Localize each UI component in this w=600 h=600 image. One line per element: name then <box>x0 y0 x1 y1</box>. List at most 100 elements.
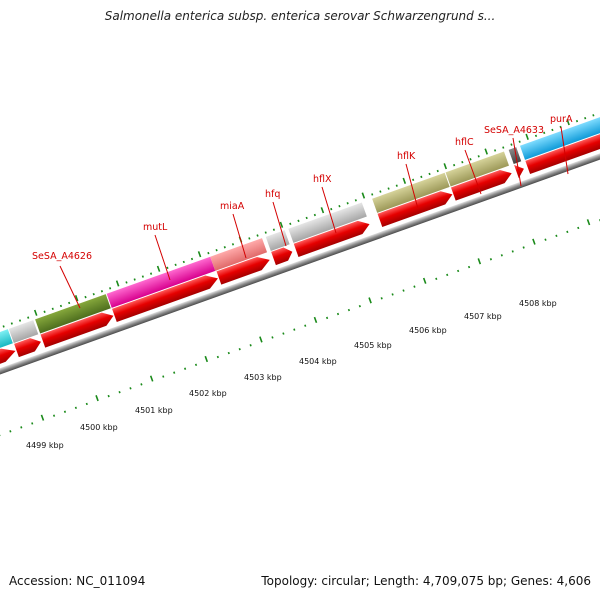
feature-blue <box>519 115 600 160</box>
minor-tick <box>43 310 46 313</box>
genome-backbone <box>0 140 600 390</box>
minor-tick <box>140 383 143 386</box>
minor-tick <box>125 281 128 284</box>
minor-tick <box>371 193 374 196</box>
minor-tick <box>107 394 110 398</box>
minor-tick <box>293 328 296 331</box>
minor-tick <box>129 387 132 390</box>
cds-arrow <box>525 130 600 175</box>
minor-tick <box>133 278 136 281</box>
cds-arrow-track <box>0 130 600 373</box>
major-tick <box>259 336 263 343</box>
minor-tick <box>551 128 554 132</box>
minor-tick <box>84 295 87 299</box>
minor-tick <box>52 414 56 417</box>
minor-tick <box>227 351 230 355</box>
gene-label-hfq: hfq <box>265 189 280 200</box>
major-tick <box>149 375 154 382</box>
feature-grey <box>8 320 39 343</box>
minor-tick <box>330 207 333 211</box>
gene-label-sesa4633: SeSA_A4633 <box>484 125 544 136</box>
gene-label-hflx: hflX <box>313 174 332 185</box>
label-leader-lines <box>59 126 569 309</box>
minor-tick <box>446 273 449 277</box>
minor-tick <box>184 367 187 370</box>
gene-label-pura: purA <box>550 114 573 125</box>
minor-tick <box>9 430 12 433</box>
major-tick <box>279 221 284 228</box>
minor-tick <box>577 226 580 230</box>
cds-arrow <box>514 164 524 179</box>
major-tick <box>477 258 482 265</box>
minor-tick <box>500 254 503 257</box>
feature-cyan <box>0 329 13 359</box>
minor-tick <box>173 371 176 374</box>
major-tick <box>95 395 99 402</box>
major-tick <box>422 277 427 284</box>
minor-tick <box>544 238 547 241</box>
minor-tick <box>435 277 438 281</box>
major-tick <box>402 177 407 184</box>
minor-tick <box>436 169 439 173</box>
kbp-label: 4505 kbp <box>354 341 392 350</box>
minor-tick <box>469 158 472 161</box>
minor-tick <box>457 269 460 273</box>
kbp-label: 4500 kbp <box>80 423 118 432</box>
gene-label-hflk: hflK <box>397 151 416 162</box>
cds-arrow <box>271 247 293 266</box>
minor-tick <box>231 243 235 246</box>
gene-labels: SeSA_A4626 mutL miaA hfq hflX hflK hflC … <box>32 114 573 262</box>
minor-tick <box>149 272 153 275</box>
minor-tick <box>18 319 22 322</box>
minor-tick <box>305 216 308 220</box>
kbp-label: 4507 kbp <box>464 312 502 321</box>
minor-tick <box>289 222 292 225</box>
major-tick <box>361 192 366 199</box>
major-tick <box>197 251 202 258</box>
topology-text: Topology: circular; Length: 4,709,075 bp… <box>261 574 591 588</box>
minor-tick <box>264 231 267 234</box>
minor-tick <box>174 263 177 267</box>
minor-tick <box>391 293 394 296</box>
feature-grey-hflx <box>288 202 367 243</box>
feature-magenta <box>106 256 216 308</box>
kbp-label: 4501 kbp <box>135 406 173 415</box>
minor-tick <box>182 260 185 264</box>
minor-tick <box>162 375 165 378</box>
minor-tick <box>402 289 405 292</box>
minor-tick <box>248 237 251 240</box>
minor-tick <box>489 258 492 261</box>
minor-tick <box>477 155 480 158</box>
cds-arrow <box>450 169 512 201</box>
minor-tick <box>502 146 505 149</box>
minor-tick <box>380 297 383 300</box>
cds-arrow <box>112 275 218 323</box>
major-tick <box>33 309 38 316</box>
minor-tick <box>338 204 341 208</box>
feature-grey-hfq <box>265 230 290 251</box>
minor-tick <box>59 304 63 308</box>
cog-feature-track <box>0 115 600 359</box>
minor-tick <box>304 324 307 327</box>
minor-tick <box>297 219 300 223</box>
minor-tick <box>215 248 218 252</box>
major-tick <box>115 280 120 287</box>
minor-tick <box>522 246 525 249</box>
minor-tick <box>420 175 423 179</box>
minor-tick <box>282 332 285 335</box>
kbp-labels: 4499 kbp 4500 kbp 4501 kbp 4502 kbp 4503… <box>26 299 557 450</box>
minor-tick <box>223 246 226 249</box>
minor-tick <box>413 285 416 288</box>
minor-tick <box>194 363 198 367</box>
minor-tick <box>566 230 569 234</box>
gene-label-hflc: hflC <box>455 137 474 148</box>
minor-tick <box>387 187 390 190</box>
feature-olive <box>35 294 111 334</box>
kbp-label: 4508 kbp <box>519 299 557 308</box>
minor-tick <box>543 131 546 135</box>
minor-tick <box>256 234 259 237</box>
minor-tick <box>467 265 471 269</box>
minor-tick <box>216 355 219 359</box>
minor-tick <box>510 143 513 146</box>
map-title: Salmonella enterica subsp. enterica sero… <box>104 9 496 23</box>
